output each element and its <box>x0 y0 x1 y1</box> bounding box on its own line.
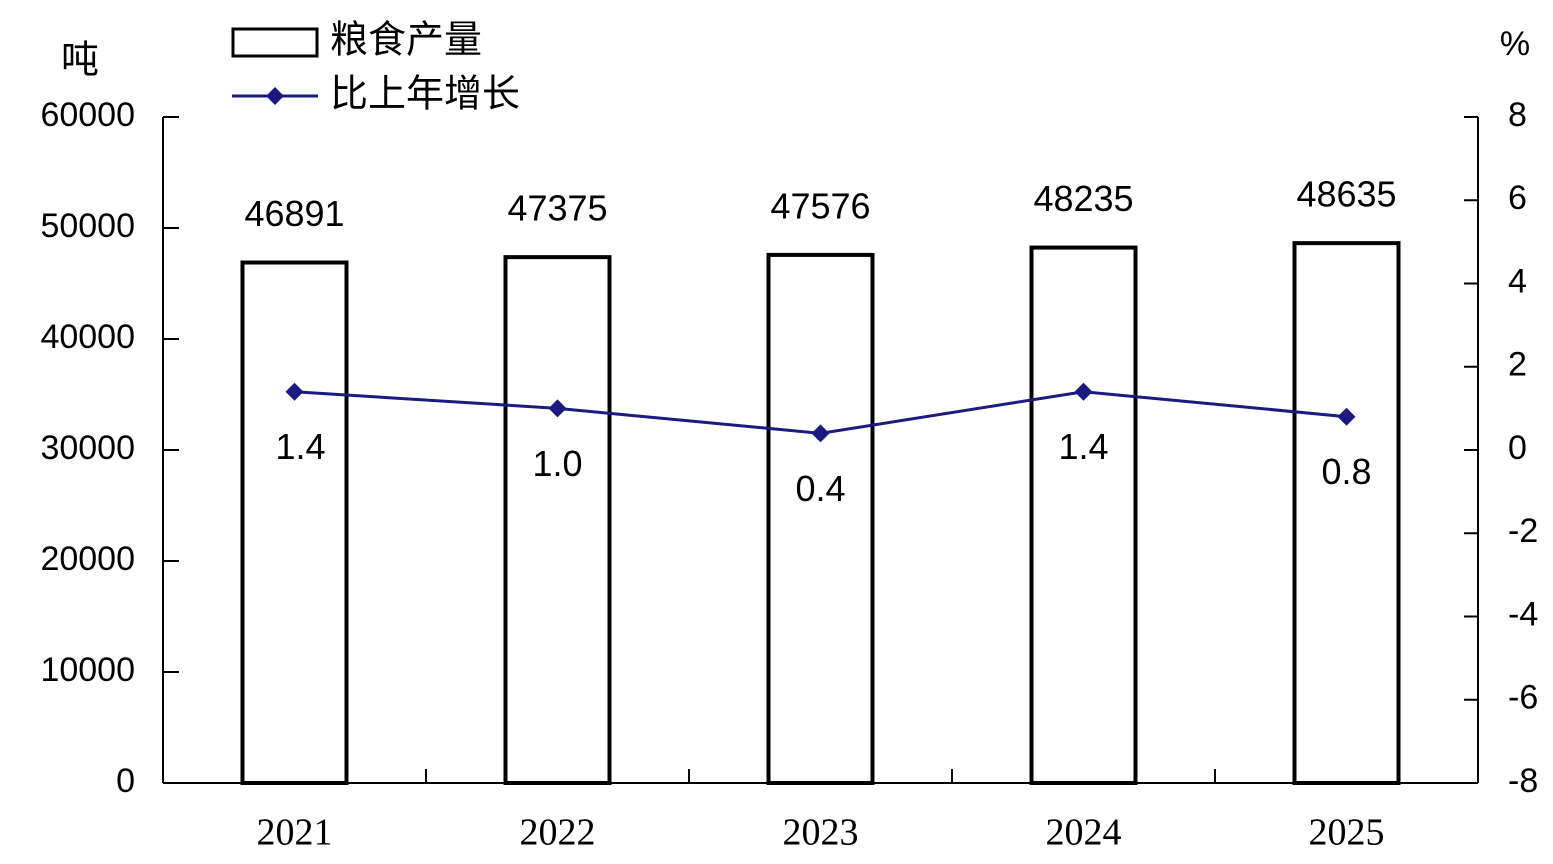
bar <box>766 252 875 786</box>
y-tick-label: 30000 <box>40 429 135 467</box>
line-value-label: 1.4 <box>1058 426 1108 467</box>
y2-axis-unit: % <box>1500 25 1530 63</box>
bar-value-label: 48635 <box>1296 174 1396 215</box>
legend-label: 粮食产量 <box>330 18 482 62</box>
x-tick-label: 2024 <box>1046 812 1122 854</box>
bar-value-label: 48235 <box>1033 178 1133 219</box>
line-value-label: 0.4 <box>795 468 845 509</box>
y2-tick-label: -6 <box>1508 679 1538 717</box>
x-tick-label: 2023 <box>783 812 859 854</box>
legend-marker <box>266 87 284 105</box>
y2-tick-label: 4 <box>1508 262 1527 300</box>
bar <box>503 255 612 785</box>
legend-swatch <box>231 27 319 58</box>
y-tick-label: 40000 <box>40 318 135 356</box>
y-tick-label: 20000 <box>40 540 135 578</box>
bar-value-label: 47375 <box>507 188 607 229</box>
x-tick-label: 2025 <box>1309 812 1385 854</box>
bar-value-label: 47576 <box>770 185 870 226</box>
line-marker <box>1337 407 1356 426</box>
x-tick-label: 2021 <box>257 812 333 854</box>
line-marker <box>548 399 567 418</box>
y-tick-label: 0 <box>116 762 135 800</box>
y2-tick-label: 2 <box>1508 346 1527 384</box>
y2-tick-label: -4 <box>1508 595 1538 633</box>
line-marker <box>811 424 830 443</box>
x-tick-label: 2022 <box>520 812 596 854</box>
line-value-label: 1.4 <box>275 426 325 467</box>
y-tick-label: 60000 <box>40 96 135 134</box>
bar <box>240 260 349 785</box>
y-axis-unit: 吨 <box>61 38 99 82</box>
y2-tick-label: 0 <box>1508 429 1527 467</box>
y2-tick-label: -2 <box>1508 512 1538 550</box>
line-marker <box>285 382 304 401</box>
y-tick-label: 50000 <box>40 207 135 245</box>
line-value-label: 1.0 <box>532 443 582 484</box>
y2-tick-label: -8 <box>1508 762 1538 800</box>
legend-label: 比上年增长 <box>330 72 520 116</box>
y2-tick-label: 8 <box>1508 96 1527 134</box>
line-value-label: 0.8 <box>1321 451 1371 492</box>
line-marker <box>1074 382 1093 401</box>
bar <box>1029 245 1138 786</box>
y2-tick-label: 6 <box>1508 179 1527 217</box>
bar <box>1292 241 1401 786</box>
y-tick-label: 10000 <box>40 651 135 689</box>
bar-value-label: 46891 <box>244 193 344 234</box>
